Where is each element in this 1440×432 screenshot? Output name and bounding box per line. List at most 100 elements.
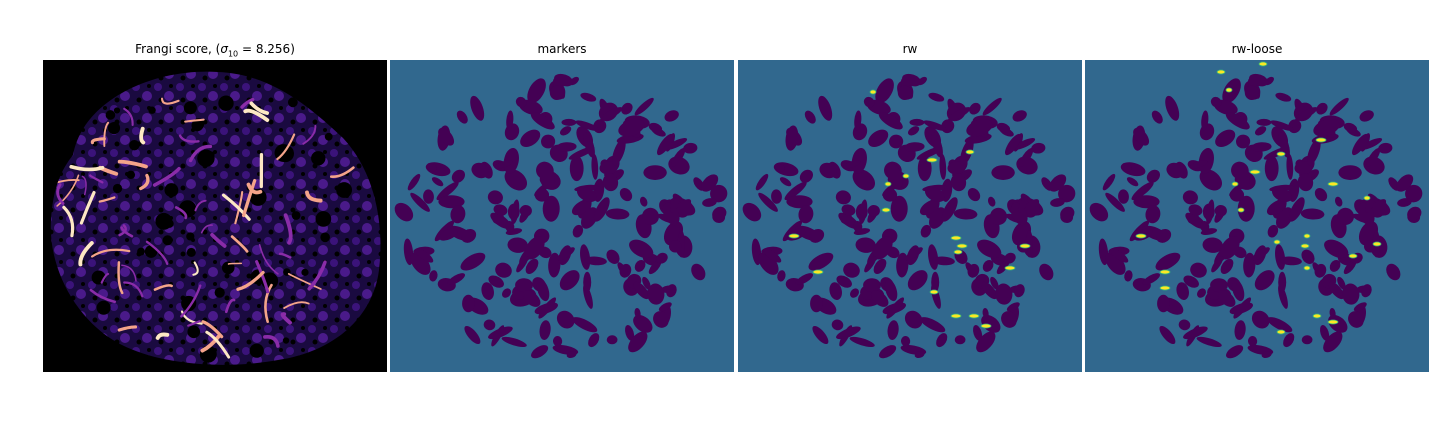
segment-blob bbox=[683, 142, 698, 154]
segment-blob bbox=[1272, 186, 1292, 203]
vessel-stroke bbox=[187, 320, 201, 327]
segment-blob bbox=[1301, 335, 1313, 345]
segment-blob bbox=[1233, 163, 1250, 189]
markers-image bbox=[390, 60, 734, 372]
highlight-spot bbox=[1303, 265, 1311, 271]
segment-blob bbox=[742, 202, 762, 222]
segment-blob bbox=[1146, 169, 1160, 183]
vessel-stroke bbox=[227, 262, 243, 265]
segment-blob bbox=[818, 95, 833, 121]
segment-blob bbox=[602, 173, 619, 192]
highlight-spot bbox=[1372, 241, 1382, 247]
segment-blob bbox=[1110, 248, 1129, 263]
highlight-spot bbox=[881, 207, 891, 213]
segment-blob bbox=[1338, 165, 1362, 180]
segment-blob bbox=[904, 310, 923, 329]
segment-blob bbox=[1267, 224, 1279, 238]
segment-blob bbox=[1343, 122, 1358, 133]
dark-gap bbox=[249, 343, 264, 358]
segment-blob bbox=[1283, 333, 1295, 348]
segment-blob bbox=[786, 195, 813, 209]
segment-blob bbox=[1225, 112, 1250, 130]
segment-blob bbox=[1405, 184, 1423, 203]
segment-blob bbox=[967, 188, 981, 202]
vessel-stroke bbox=[210, 232, 227, 248]
segment-blob bbox=[1166, 162, 1184, 179]
segment-blob bbox=[1178, 319, 1191, 331]
segment-blob bbox=[966, 118, 993, 137]
segment-blob bbox=[495, 160, 513, 169]
vessel-stroke bbox=[329, 166, 355, 178]
segment-blob bbox=[904, 142, 925, 152]
segment-blob bbox=[561, 118, 577, 126]
segment-blob bbox=[1328, 281, 1345, 300]
dark-gap bbox=[126, 170, 136, 180]
segment-blob bbox=[835, 190, 851, 205]
segment-blob bbox=[967, 263, 980, 278]
segment-blob bbox=[481, 282, 494, 300]
segment-blob bbox=[1359, 110, 1374, 122]
segment-blob bbox=[982, 307, 989, 319]
segment-blob bbox=[1351, 133, 1369, 156]
segment-blob bbox=[1214, 204, 1227, 217]
segment-blob bbox=[436, 181, 459, 201]
segment-blob bbox=[878, 112, 903, 130]
segment-blob bbox=[1196, 288, 1207, 298]
segment-blob bbox=[591, 153, 599, 180]
segment-blob bbox=[571, 199, 592, 216]
segment-blob bbox=[1278, 271, 1287, 293]
segment-blob bbox=[653, 311, 669, 328]
segment-blob bbox=[879, 345, 897, 359]
segment-blob bbox=[1133, 127, 1150, 146]
segment-blob bbox=[1307, 138, 1321, 166]
highlight-spot bbox=[1159, 269, 1171, 275]
segment-blob bbox=[1058, 184, 1076, 203]
segment-blob bbox=[1050, 198, 1065, 207]
segment-blob bbox=[1220, 258, 1234, 275]
segment-blob bbox=[1378, 142, 1393, 154]
segment-blob bbox=[920, 317, 946, 333]
vessel-stroke bbox=[307, 260, 327, 291]
frangi-score-image bbox=[43, 60, 387, 372]
segment-blob bbox=[849, 288, 860, 298]
segment-blob bbox=[677, 230, 685, 258]
segment-blob bbox=[909, 118, 925, 126]
segment-blob bbox=[1159, 325, 1176, 345]
segment-blob bbox=[758, 192, 778, 212]
highlight-spot bbox=[812, 269, 824, 275]
segment-blob bbox=[1396, 174, 1414, 192]
segment-blob bbox=[1039, 263, 1054, 281]
segment-blob bbox=[581, 207, 598, 229]
segment-blob bbox=[1201, 110, 1209, 131]
segment-blob bbox=[507, 237, 528, 253]
segment-blob bbox=[928, 244, 939, 270]
vessel-stroke bbox=[264, 283, 273, 323]
dark-gap bbox=[315, 211, 332, 227]
segment-blob bbox=[1226, 345, 1244, 359]
segment-blob bbox=[953, 208, 978, 220]
markers-region bbox=[394, 73, 728, 359]
segment-blob bbox=[1156, 228, 1172, 243]
segment-blob bbox=[1229, 188, 1245, 202]
segment-blob bbox=[619, 263, 632, 278]
vessel-stroke bbox=[192, 261, 199, 276]
segment-blob bbox=[1233, 297, 1252, 319]
segment-blob bbox=[1275, 92, 1292, 102]
vessel-stroke bbox=[205, 330, 231, 359]
segment-blob bbox=[1025, 230, 1033, 258]
segment-blob bbox=[423, 189, 434, 204]
segment-blob bbox=[580, 92, 597, 102]
highlight-spot bbox=[788, 233, 800, 239]
segment-blob bbox=[451, 169, 465, 183]
segment-blob bbox=[1324, 239, 1349, 259]
segment-blob bbox=[470, 95, 485, 121]
segment-blob bbox=[1126, 177, 1139, 187]
segment-blob bbox=[583, 271, 592, 293]
segment-blob bbox=[939, 153, 947, 180]
segment-blob bbox=[1183, 326, 1208, 340]
segment-blob bbox=[530, 112, 555, 130]
highlight-spot bbox=[953, 249, 963, 255]
segment-blob bbox=[606, 249, 620, 264]
segment-blob bbox=[1060, 206, 1075, 221]
segment-blob bbox=[936, 333, 948, 348]
